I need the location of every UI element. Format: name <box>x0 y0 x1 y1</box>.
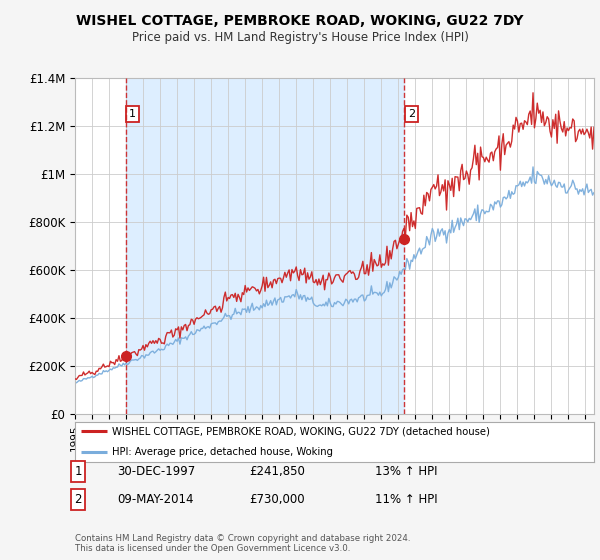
Text: 11% ↑ HPI: 11% ↑ HPI <box>375 493 437 506</box>
Text: Price paid vs. HM Land Registry's House Price Index (HPI): Price paid vs. HM Land Registry's House … <box>131 31 469 44</box>
Bar <box>126 78 404 414</box>
Text: 2: 2 <box>408 109 415 119</box>
Text: 1: 1 <box>129 109 136 119</box>
Text: Contains HM Land Registry data © Crown copyright and database right 2024.
This d: Contains HM Land Registry data © Crown c… <box>75 534 410 553</box>
Text: 1: 1 <box>74 465 82 478</box>
Text: £730,000: £730,000 <box>249 493 305 506</box>
Text: 09-MAY-2014: 09-MAY-2014 <box>117 493 193 506</box>
Text: WISHEL COTTAGE, PEMBROKE ROAD, WOKING, GU22 7DY (detached house): WISHEL COTTAGE, PEMBROKE ROAD, WOKING, G… <box>112 426 490 436</box>
Text: 13% ↑ HPI: 13% ↑ HPI <box>375 465 437 478</box>
Text: £241,850: £241,850 <box>249 465 305 478</box>
Text: 30-DEC-1997: 30-DEC-1997 <box>117 465 195 478</box>
Text: WISHEL COTTAGE, PEMBROKE ROAD, WOKING, GU22 7DY: WISHEL COTTAGE, PEMBROKE ROAD, WOKING, G… <box>76 14 524 28</box>
Text: 2: 2 <box>74 493 82 506</box>
Text: HPI: Average price, detached house, Woking: HPI: Average price, detached house, Woki… <box>112 446 334 456</box>
